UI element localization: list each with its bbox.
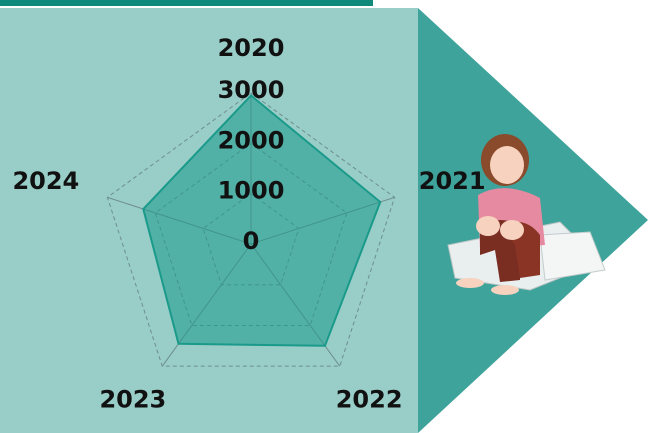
grid-ring [106,92,396,367]
data-area [142,94,382,347]
category-label: 2022 [336,386,403,414]
tick-label: 0 [243,227,260,255]
category-label: 2021 [419,167,486,195]
tick-label: 2000 [218,126,285,154]
tick-label: 3000 [218,76,285,104]
tick-label: 1000 [218,177,285,205]
category-label: 2024 [12,167,79,195]
top-bar [0,0,373,6]
category-label: 2023 [99,386,166,414]
category-label: 2020 [218,34,285,62]
illustration [447,134,606,295]
